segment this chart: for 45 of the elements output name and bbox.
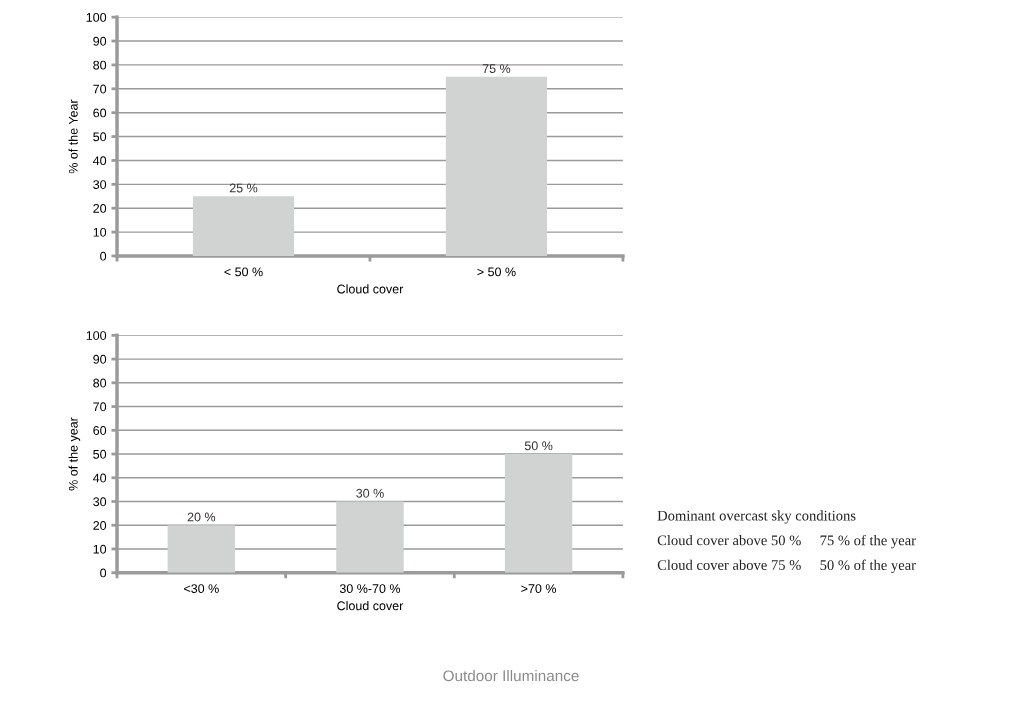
y-tick-label: 40 (92, 156, 107, 166)
text: Cloud cover above 50 % (657, 535, 801, 546)
y-tick-label: 70 (93, 402, 107, 412)
x-tick-label: > 50 % (477, 267, 516, 277)
x-axis-title: Cloud cover (337, 601, 404, 611)
x-tick-label: 30 %-70 % (339, 584, 401, 594)
data-label: 30 % (356, 488, 384, 498)
y-tick-label: 40 (92, 473, 107, 483)
y-tick-label: 50 (93, 132, 107, 142)
bar (336, 501, 404, 573)
y-tick-label: 90 (93, 354, 107, 364)
y-tick-label: 80 (93, 378, 107, 388)
text: 75 % of the year (820, 534, 916, 549)
x-tick-label: < 50 % (224, 267, 263, 277)
y-tick-label: 60 (93, 108, 107, 118)
y-tick-label: 100 (86, 331, 107, 340)
text: Outdoor Illuminance (443, 669, 579, 682)
bar (504, 454, 573, 573)
y-tick-label: 10 (93, 227, 107, 237)
x-tick-label: >70 % (521, 584, 557, 594)
data-label: 50 % (524, 441, 553, 451)
y-axis-title: % of the year (68, 417, 81, 491)
y-tick-label: 20 (93, 521, 107, 530)
y-tick-label: 30 (93, 497, 107, 507)
y-tick-label: 50 (93, 449, 107, 459)
text: 50 % of the year (820, 559, 916, 573)
text: Cloud cover above 75 % (657, 559, 801, 570)
y-tick-label: 90 (93, 36, 107, 46)
data-label: 20 % (187, 512, 216, 522)
y-axis-title: % of the Year (68, 99, 78, 174)
y-tick-label: 100 (86, 12, 107, 22)
data-label: 25 % (229, 183, 258, 193)
y-tick-label: 30 (93, 180, 107, 189)
x-tick-label: <30 % (184, 584, 219, 594)
bar (167, 525, 236, 573)
y-tick-label: 60 (93, 426, 107, 435)
y-tick-label: 70 (93, 84, 107, 94)
x-axis-title: Cloud cover (337, 284, 404, 294)
text: Dominant overcast sky conditions (657, 510, 856, 524)
y-tick-label: 0 (100, 251, 107, 261)
data-label: 75 % (482, 64, 511, 73)
y-tick-label: 0 (100, 568, 107, 578)
y-tick-label: 20 (93, 204, 107, 213)
y-tick-label: 10 (93, 544, 107, 554)
y-tick-label: 80 (93, 60, 107, 70)
